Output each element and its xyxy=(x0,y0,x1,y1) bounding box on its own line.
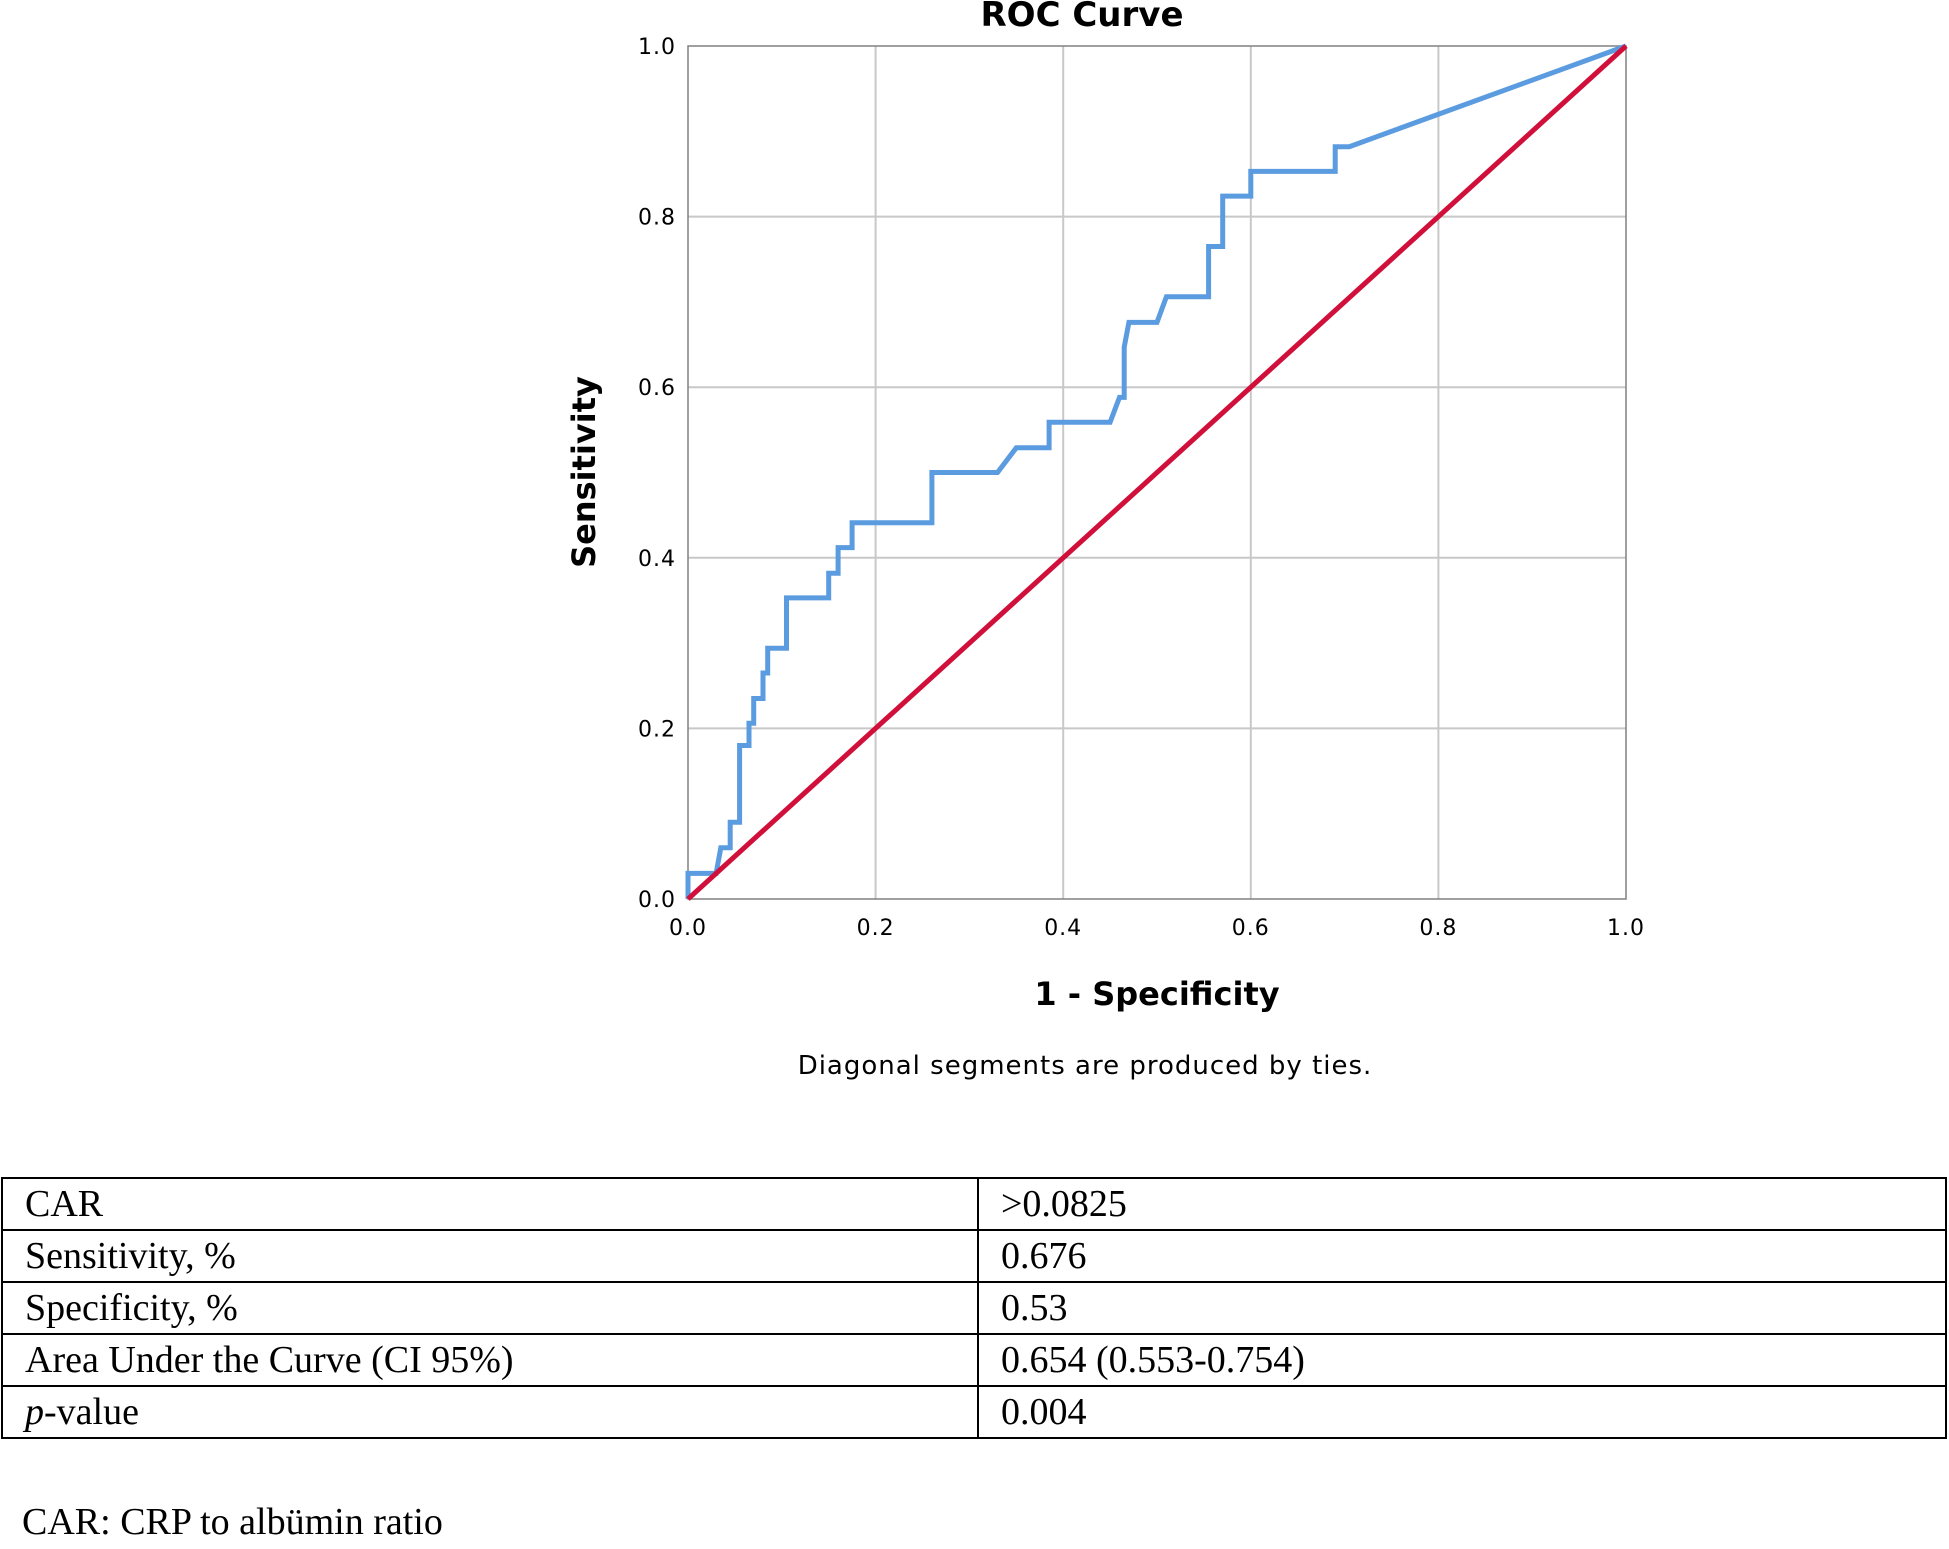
y-axis-label: Sensitivity xyxy=(565,376,603,568)
y-tick-label: 0.4 xyxy=(638,547,676,572)
row-value: 0.654 (0.553-0.754) xyxy=(977,1333,1947,1387)
row-label-text: Sensitivity, % xyxy=(25,1235,236,1277)
plot-frame xyxy=(687,45,1627,900)
table-row: Sensitivity, % 0.676 xyxy=(1,1229,1947,1283)
row-value: 0.676 xyxy=(977,1229,1947,1283)
y-axis-ticks: 0.0 0.2 0.4 0.6 0.8 1.0 xyxy=(638,35,676,913)
y-tick-label: 0.8 xyxy=(638,206,676,231)
table-row: CAR >0.0825 xyxy=(1,1177,1947,1231)
row-label: Sensitivity, % xyxy=(1,1229,979,1283)
row-label-text: Area Under the Curve (CI 95%) xyxy=(25,1339,514,1381)
y-tick-label: 1.0 xyxy=(638,35,676,60)
table-caption: CAR: CRP to albümin ratio xyxy=(22,1501,443,1543)
x-tick-label: 0.4 xyxy=(1044,916,1082,941)
row-label: Area Under the Curve (CI 95%) xyxy=(1,1333,979,1387)
table-row: Area Under the Curve (CI 95%) 0.654 (0.55… xyxy=(1,1333,1947,1387)
row-label: CAR xyxy=(1,1177,979,1231)
x-tick-label: 0.0 xyxy=(669,916,707,941)
x-tick-label: 0.2 xyxy=(857,916,895,941)
row-value: 0.004 xyxy=(977,1385,1947,1439)
row-label-text: -value xyxy=(44,1391,139,1433)
row-value: 0.53 xyxy=(977,1281,1947,1335)
roc-chart: ROC Curve 0.0 0.2 0.4 0.6 0.8 1.0 0.00.20.40.… xyxy=(565,0,1645,1081)
table-row: Specificity, % 0.53 xyxy=(1,1281,1947,1335)
chart-footnote: Diagonal segments are produced by ties. xyxy=(798,1051,1373,1081)
x-tick-label: 0.8 xyxy=(1419,916,1457,941)
summary-table: CAR >0.0825 Sensitivity, % 0.676 Specificity… xyxy=(1,1177,1947,1439)
x-axis-label: 1 - Specificity xyxy=(1034,975,1279,1013)
row-value: >0.0825 xyxy=(977,1177,1947,1231)
row-label-italic: p xyxy=(25,1391,44,1433)
row-label-text: Specificity, % xyxy=(25,1287,238,1329)
table-row: p-value 0.004 xyxy=(1,1385,1947,1439)
x-tick-label: 0.6 xyxy=(1232,916,1270,941)
x-axis-ticks: 0.0 0.2 0.4 0.6 0.8 1.0 xyxy=(669,916,1645,941)
row-label-text: CAR xyxy=(25,1183,104,1225)
x-tick-label: 1.0 xyxy=(1607,916,1645,941)
reference-diagonal-line xyxy=(686,44,1628,901)
row-label: p-value xyxy=(1,1385,979,1439)
row-label: Specificity, % xyxy=(1,1281,979,1335)
y-tick-label: 0.2 xyxy=(638,717,676,742)
y-tick-label: 0.6 xyxy=(638,376,676,401)
y-tick-label: 0.0 xyxy=(638,888,676,913)
chart-title: ROC Curve xyxy=(980,0,1183,35)
series-lines xyxy=(685,43,1628,901)
roc-curve-line xyxy=(685,43,1627,899)
